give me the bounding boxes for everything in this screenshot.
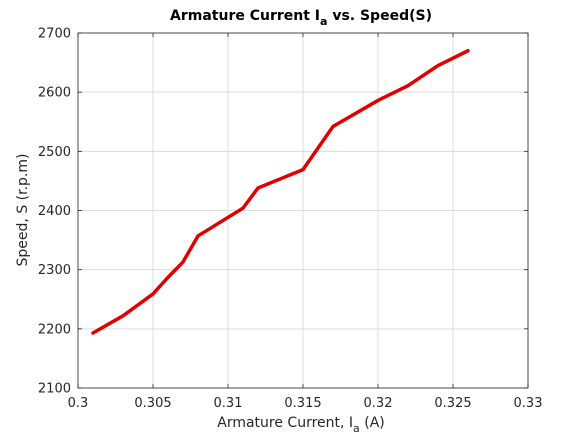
- y-axis-label: Speed, S (r.p.m): [15, 154, 31, 267]
- y-tick-label: 2600: [38, 86, 71, 101]
- y-tick-label: 2300: [38, 263, 71, 278]
- x-tick-label: 0.315: [284, 396, 321, 411]
- plot-area: 0.3 0.305 0.31 0.315 0.32 0.325 0.33 210022002…: [38, 27, 543, 412]
- y-tick-label: 2100: [38, 382, 71, 397]
- x-axis-label-suffix: (A): [360, 415, 385, 431]
- x-tick-labels: 0.3 0.305 0.31 0.315 0.32 0.325 0.33: [68, 396, 543, 411]
- x-axis-label: Armature Current, Ia (A): [217, 415, 385, 435]
- x-tick-label: 0.33: [514, 396, 543, 411]
- chart-title-suffix: vs. Speed(S): [327, 8, 432, 24]
- tick-marks: [77, 32, 529, 389]
- x-axis-label-main: Armature Current, I: [217, 415, 353, 431]
- y-tick-label: 2700: [38, 27, 71, 42]
- chart-title-subscript: a: [320, 15, 327, 28]
- x-axis-label-subscript: a: [353, 422, 360, 435]
- series-layer: [91, 49, 470, 335]
- x-tick-label: 0.31: [214, 396, 243, 411]
- y-tick-labels: 2100 2200 2300 2400 2500 2600 2700: [38, 27, 71, 397]
- chart-title: Armature Current Ia vs. Speed(S): [170, 8, 432, 28]
- y-tick-label: 2400: [38, 204, 71, 219]
- y-tick-label: 2200: [38, 322, 71, 337]
- x-tick-label: 0.32: [364, 396, 393, 411]
- series-line: [91, 49, 470, 335]
- chart-title-main: Armature Current I: [170, 8, 320, 24]
- x-tick-label: 0.3: [68, 396, 89, 411]
- x-tick-label: 0.325: [434, 396, 471, 411]
- x-tick-label: 0.305: [134, 396, 171, 411]
- y-tick-label: 2500: [38, 145, 71, 160]
